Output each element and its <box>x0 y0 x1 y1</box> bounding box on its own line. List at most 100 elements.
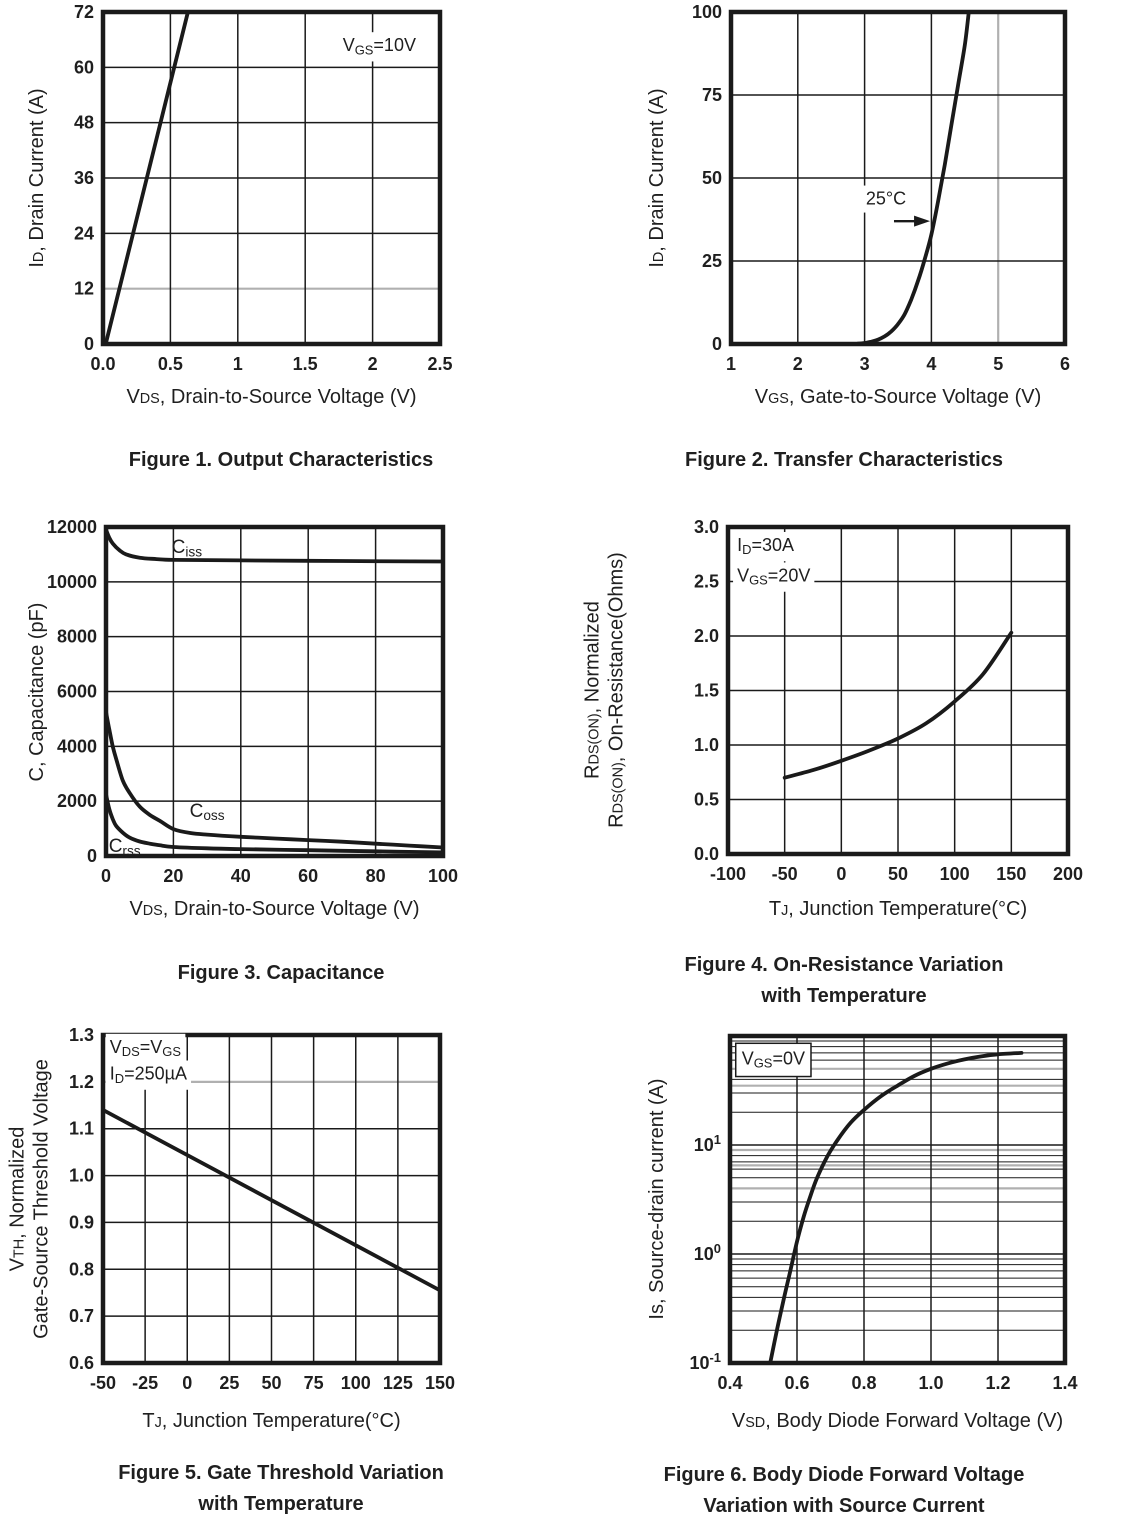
y-tick-label: 25 <box>702 251 722 271</box>
annotation-arrowhead <box>914 215 931 227</box>
figure-3-caption: Figure 3. Capacitance <box>177 962 385 984</box>
x-tick-label: -100 <box>710 864 746 884</box>
y-tick-label: 0.5 <box>694 790 719 810</box>
y-tick-label: 2000 <box>57 791 97 811</box>
y-tick-label: 4000 <box>57 736 97 756</box>
plot-frame <box>727 1033 1068 1366</box>
y-tick-label: 100 <box>694 1241 721 1264</box>
x-tick-label: 25 <box>219 1373 239 1393</box>
figure-2-x-axis-label: VGS, Gate-to-Source Voltage (V) <box>754 386 1042 408</box>
y-tick-label: 24 <box>74 223 94 243</box>
figure-5-gate-threshold-variation: VTH, Normalized Gate-Source Threshold Vol… <box>0 1010 562 1520</box>
x-tick-label: 60 <box>298 866 318 886</box>
x-tick-label: 1 <box>726 354 736 374</box>
annotation-bg <box>338 32 420 62</box>
y-tick-label: 2.5 <box>694 572 719 592</box>
x-tick-label: 50 <box>261 1373 281 1393</box>
annotation-bg <box>861 185 911 213</box>
x-tick-label: 1 <box>233 354 243 374</box>
x-tick-label: 75 <box>304 1373 324 1393</box>
figure-1-x-axis-label: VDS, Drain-to-Source Voltage (V) <box>126 386 417 408</box>
series-curve <box>101 1108 442 1293</box>
plot-frame <box>103 524 446 859</box>
figure-5-plot: -50 -25 0 25 50 75 100 125 150 0.6 0.7 0.8 0.9 1.0 1.1… <box>69 1025 455 1393</box>
x-tick-label: 0.5 <box>158 354 183 374</box>
annotation-box <box>734 1042 812 1078</box>
annotation-text: ID=250µA <box>110 1064 187 1086</box>
curve-label: Coss <box>190 801 225 823</box>
y-tick-label: 12 <box>74 279 94 299</box>
plot-frame <box>100 9 443 347</box>
x-tick-label: 50 <box>888 864 908 884</box>
figure-3-capacitance: C, Capacitance (pF) 0 20 40 60 80 100 0 2000 400… <box>0 500 562 1010</box>
x-tick-label: 1.0 <box>918 1373 943 1393</box>
figure-5-x-axis-label: TJ, Junction Temperature(°C) <box>142 1410 401 1432</box>
y-tick-label: 50 <box>702 168 722 188</box>
y-tick-label: 12000 <box>47 517 97 537</box>
y-tick-label: 1.2 <box>69 1072 94 1092</box>
x-tick-label: -25 <box>132 1373 158 1393</box>
series-curve <box>768 1051 1024 1365</box>
y-tick-label: 3.0 <box>694 517 719 537</box>
figure-2-caption: Figure 2. Transfer Characteristics <box>685 449 1003 471</box>
x-tick-label: 2.5 <box>427 354 452 374</box>
y-tick-label: 10-1 <box>689 1350 721 1373</box>
annotation-text: ID=30A <box>737 535 794 557</box>
series-curve <box>104 710 445 850</box>
annotation-bg <box>733 562 815 592</box>
x-tick-label: -50 <box>90 1373 116 1393</box>
curve-label: Crss <box>109 836 141 858</box>
y-tick-label: 0 <box>87 846 97 866</box>
x-tick-label: 0 <box>182 1373 192 1393</box>
x-tick-label: -50 <box>772 864 798 884</box>
plot-frame <box>728 9 1068 347</box>
x-tick-label: 4 <box>926 354 936 374</box>
figure-1-plot: 0.0 0.5 1 1.5 2 2.5 0 12 24 36 48 60 72 VGS=10V <box>74 2 453 374</box>
x-tick-label: 3 <box>860 354 870 374</box>
y-tick-label: 1.0 <box>694 735 719 755</box>
x-tick-label: 5 <box>993 354 1003 374</box>
y-tick-label: 0 <box>84 334 94 354</box>
figure-3-plot: 0 20 40 60 80 100 0 2000 4000 6000 8000 10000 12000 C… <box>47 517 458 886</box>
x-tick-label: 6 <box>1060 354 1070 374</box>
x-tick-label: 2 <box>368 354 378 374</box>
figure-5-caption: Figure 5. Gate Threshold Variation with … <box>118 1462 444 1515</box>
annotation-text: VDS=VGS <box>110 1037 182 1059</box>
x-tick-label: 20 <box>163 866 183 886</box>
y-tick-label: 10000 <box>47 572 97 592</box>
x-tick-label: 1.5 <box>293 354 318 374</box>
y-tick-label: 0.9 <box>69 1212 94 1232</box>
x-tick-label: 40 <box>231 866 251 886</box>
figure-4-caption: Figure 4. On-Resistance Variation with T… <box>684 954 1004 1007</box>
series-curve <box>104 527 445 564</box>
x-tick-label: 150 <box>425 1373 455 1393</box>
figure-4-on-resistance-variation: RDS(ON), Normalized RDS(ON), On-Resistanc… <box>563 500 1125 1010</box>
annotation-text: VGS=20V <box>737 566 810 588</box>
y-tick-label: 0.6 <box>69 1353 94 1373</box>
y-tick-label: 75 <box>702 85 722 105</box>
annotation-bg <box>105 1060 192 1090</box>
x-tick-label: 0.8 <box>851 1373 876 1393</box>
x-tick-label: 2 <box>793 354 803 374</box>
x-tick-label: 1.2 <box>985 1373 1010 1393</box>
figure-1-caption: Figure 1. Output Characteristics <box>128 449 434 471</box>
annotation-text: VGS=10V <box>343 35 416 57</box>
y-tick-label: 0.8 <box>69 1259 94 1279</box>
figure-2-transfer-characteristics: ID, Drain Current (A) 1 2 3 4 5 6 0 25 50 75 100 25… <box>563 0 1125 500</box>
y-tick-label: 8000 <box>57 627 97 647</box>
series-curve <box>782 630 1014 780</box>
y-tick-label: 72 <box>74 2 94 22</box>
y-tick-label: 101 <box>694 1132 721 1155</box>
y-tick-label: 0 <box>712 334 722 354</box>
series-curve <box>104 792 445 855</box>
curve-label: Ciss <box>172 537 203 559</box>
plot-frame <box>100 1032 443 1366</box>
x-tick-label: 0 <box>836 864 846 884</box>
series-curve <box>103 10 190 346</box>
figure-4-x-axis-label: TJ, Junction Temperature(°C) <box>768 898 1028 920</box>
figure-6-plot: 0.4 0.6 0.8 1.0 1.2 1.4 101 100 10-1 VGS=0V <box>689 1033 1078 1393</box>
x-tick-label: 0.6 <box>784 1373 809 1393</box>
annotation-text: VGS=0V <box>742 1048 805 1070</box>
y-tick-label: 2.0 <box>694 626 719 646</box>
annotation-text: 25°C <box>866 189 906 209</box>
